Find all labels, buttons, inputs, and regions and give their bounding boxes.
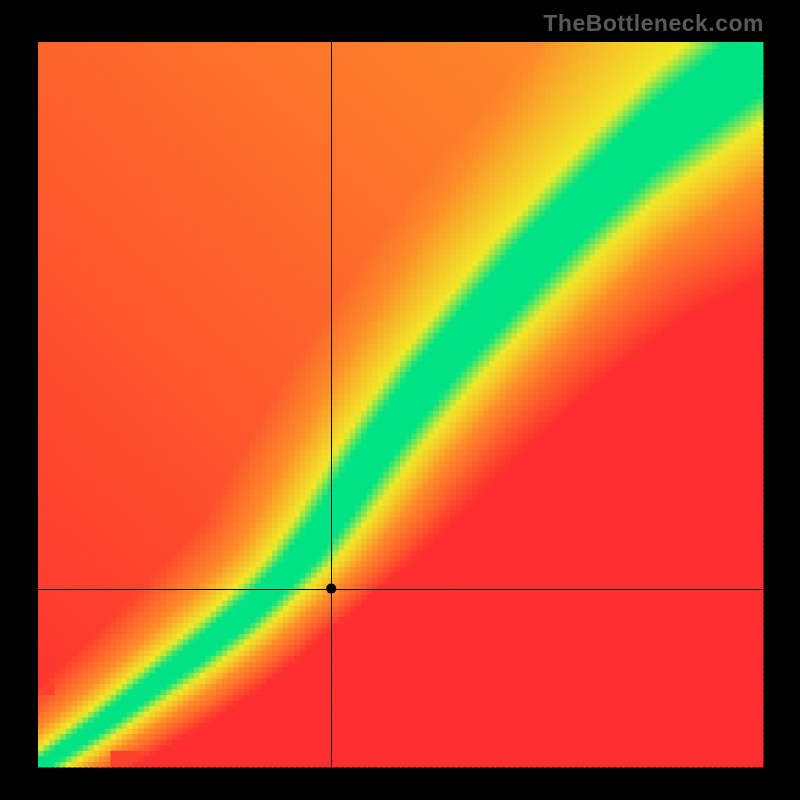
bottleneck-heatmap [0, 0, 800, 800]
watermark-text: TheBottleneck.com [543, 10, 764, 37]
chart-container: TheBottleneck.com [0, 0, 800, 800]
